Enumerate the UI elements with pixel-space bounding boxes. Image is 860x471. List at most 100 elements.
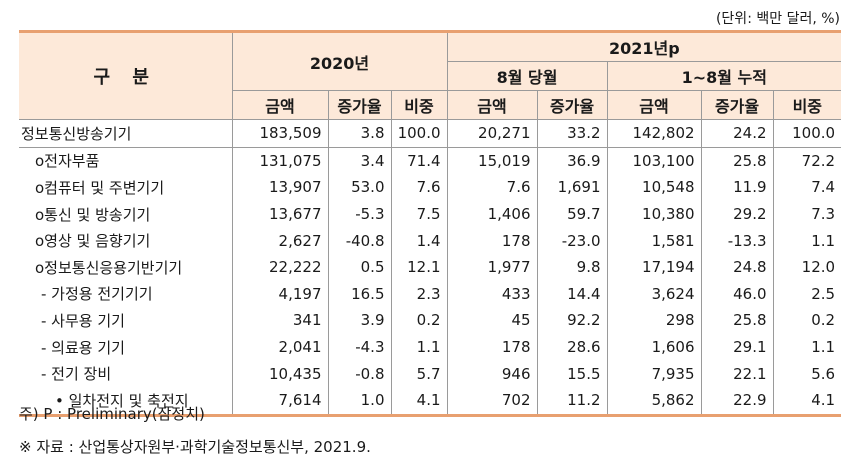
header-amount: 금액: [231, 90, 328, 120]
table-row: 정보통신방송기기 183,509 3.8 100.0 20,271 33.2 142,802…: [19, 119, 842, 148]
cell-value: 341: [231, 307, 328, 334]
cell-value: 1,691: [536, 174, 608, 201]
cell-value: 433: [446, 280, 538, 308]
cell-value: -4.3: [327, 333, 391, 361]
cell-value: 45: [446, 307, 538, 334]
cell-value: 1,581: [606, 227, 702, 254]
cell-value: 4,197: [231, 280, 328, 308]
cell-value: 2,627: [231, 227, 328, 254]
cell-value: 4.1: [390, 386, 448, 417]
header-share: 비중: [772, 90, 842, 120]
cell-value: 13,907: [231, 174, 328, 201]
cell-value: 72.2: [772, 147, 842, 175]
cell-value: 3.4: [327, 147, 391, 175]
cell-value: 15.5: [536, 360, 608, 387]
header-aug: 8월 당월: [446, 61, 608, 91]
cell-value: 24.8: [700, 253, 774, 281]
cell-value: 3.8: [327, 119, 391, 148]
cell-value: -5.3: [327, 200, 391, 228]
cell-value: 1.1: [772, 333, 842, 361]
cell-value: 11.2: [536, 386, 608, 417]
header-2020: 2020년: [231, 30, 448, 91]
cell-value: 0.2: [772, 307, 842, 334]
table-row: • 일차전지 및 축전지 7,614 1.0 4.1 702 11.2 5,862 22.9 4…: [19, 386, 842, 417]
cell-value: 2.5: [772, 280, 842, 308]
cell-value: 142,802: [606, 119, 702, 148]
cell-value: 46.0: [700, 280, 774, 308]
cell-value: 298: [606, 307, 702, 334]
row-label: - 의료용 기기: [41, 338, 125, 357]
cell-value: 28.6: [536, 333, 608, 361]
cell-value: 36.9: [536, 147, 608, 175]
cell-value: 10,435: [231, 360, 328, 387]
table-row: - 전기 장비 10,435 -0.8 5.7 946 15.5 7,935 22.1 5.6: [19, 360, 842, 387]
source-note: ※ 자료 : 산업통상자원부·과학기술정보통신부, 2021.9.: [19, 438, 371, 456]
cell-value: 29.1: [700, 333, 774, 361]
table-row: o통신 및 방송기기 13,677 -5.3 7.5 1,406 59.7 10,380 29…: [19, 200, 842, 228]
cell-value: 59.7: [536, 200, 608, 228]
cell-value: 7,935: [606, 360, 702, 387]
cell-value: -13.3: [700, 227, 774, 254]
cell-value: 1.1: [772, 227, 842, 254]
cell-value: 7.3: [772, 200, 842, 228]
cell-value: 10,380: [606, 200, 702, 228]
cell-value: 25.8: [700, 147, 774, 175]
cell-value: 178: [446, 227, 538, 254]
table-row: o영상 및 음향기기 2,627 -40.8 1.4 178 -23.0 1,581 -13.…: [19, 227, 842, 254]
row-label: - 가정용 전기기기: [41, 285, 153, 304]
row-label: o영상 및 음향기기: [35, 232, 151, 251]
cell-value: 178: [446, 333, 538, 361]
table-row: o컴퓨터 및 주변기기 13,907 53.0 7.6 7.6 1,691 10,548 11…: [19, 174, 842, 201]
row-label: o컴퓨터 및 주변기기: [35, 178, 165, 197]
cell-value: 131,075: [231, 147, 328, 175]
cell-value: 4.1: [772, 386, 842, 417]
cell-value: 1.1: [390, 333, 448, 361]
cell-value: 1.0: [327, 386, 391, 417]
row-label: - 전기 장비: [41, 365, 112, 384]
cell-value: 1.4: [390, 227, 448, 254]
cell-value: 7.5: [390, 200, 448, 228]
unit-note: (단위: 백만 달러, %): [715, 11, 840, 27]
cell-value: 7,614: [231, 386, 328, 417]
cell-value: 13,677: [231, 200, 328, 228]
cell-value: 92.2: [536, 307, 608, 334]
footnote: 주) P : Preliminary(잠정치): [19, 405, 205, 423]
cell-value: 53.0: [327, 174, 391, 201]
header-growth: 증가율: [700, 90, 774, 120]
cell-value: 7.4: [772, 174, 842, 201]
table-body: 정보통신방송기기 183,509 3.8 100.0 20,271 33.2 142,802…: [19, 119, 842, 417]
cell-value: 0.2: [390, 307, 448, 334]
row-label: o전자부품: [35, 152, 100, 171]
cell-value: 17,194: [606, 253, 702, 281]
cell-value: 12.0: [772, 253, 842, 281]
header-2021: 2021년p: [446, 30, 842, 62]
cell-value: 11.9: [700, 174, 774, 201]
row-label: o통신 및 방송기기: [35, 205, 151, 224]
row-label: 정보통신방송기기: [19, 119, 232, 148]
cell-value: 9.8: [536, 253, 608, 281]
cell-value: 7.6: [446, 174, 538, 201]
cell-value: 7.6: [390, 174, 448, 201]
header-cumulative: 1~8월 누적: [606, 61, 842, 91]
table-row: o정보통신응용기반기기 22,222 0.5 12.1 1,977 9.8 17,194 24…: [19, 253, 842, 281]
cell-value: 3.9: [327, 307, 391, 334]
cell-value: -23.0: [536, 227, 608, 254]
cell-value: 5.7: [390, 360, 448, 387]
row-label: - 사무용 기기: [41, 311, 125, 330]
header-amount: 금액: [606, 90, 702, 120]
header-growth: 증가율: [327, 90, 391, 120]
cell-value: 16.5: [327, 280, 391, 308]
cell-value: 2,041: [231, 333, 328, 361]
cell-value: 71.4: [390, 147, 448, 175]
cell-value: -40.8: [327, 227, 391, 254]
cell-value: 100.0: [390, 119, 448, 148]
data-table: 구 분 2020년 2021년p 8월 당월 1~8월 누적 금액 증가율 비중…: [19, 30, 842, 417]
cell-value: 5,862: [606, 386, 702, 417]
table-row: o전자부품 131,075 3.4 71.4 15,019 36.9 103,100 25.8…: [19, 147, 842, 175]
cell-value: 22.9: [700, 386, 774, 417]
table-row: - 사무용 기기 341 3.9 0.2 45 92.2 298 25.8 0.2: [19, 307, 842, 334]
cell-value: 14.4: [536, 280, 608, 308]
cell-value: 20,271: [446, 119, 538, 148]
header-category: 구 분: [19, 30, 232, 120]
header-amount: 금액: [446, 90, 538, 120]
